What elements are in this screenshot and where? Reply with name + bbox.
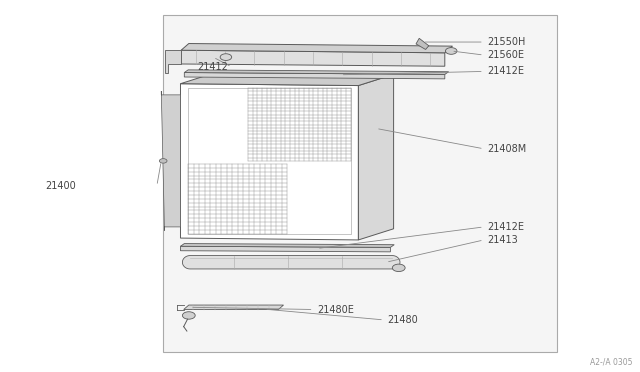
Polygon shape [165,50,181,73]
Circle shape [159,158,167,163]
Bar [188,88,351,234]
Bar [163,15,557,352]
Polygon shape [184,73,445,79]
Polygon shape [416,38,429,49]
Text: 21550H: 21550H [487,37,525,47]
Circle shape [220,54,232,61]
Polygon shape [358,74,394,240]
Polygon shape [181,50,445,66]
Polygon shape [184,70,449,74]
Polygon shape [181,44,452,53]
Polygon shape [182,256,400,269]
Polygon shape [180,244,394,247]
Text: 21413: 21413 [487,235,518,245]
Polygon shape [180,84,358,240]
Text: 21560E: 21560E [487,50,524,60]
Text: 21480E: 21480E [317,305,354,314]
Text: 21480: 21480 [387,315,418,325]
Text: 21408M: 21408M [487,144,526,154]
Polygon shape [161,91,180,231]
Circle shape [182,312,195,319]
Text: 21412: 21412 [198,62,228,72]
Circle shape [392,264,405,272]
Text: A2-/A 0305: A2-/A 0305 [590,357,632,366]
Circle shape [445,48,457,54]
Polygon shape [180,246,390,252]
Polygon shape [184,305,284,310]
Text: 21412E: 21412E [487,67,524,76]
Text: 21400: 21400 [45,181,76,191]
Text: 21412E: 21412E [487,222,524,232]
Polygon shape [180,73,394,86]
